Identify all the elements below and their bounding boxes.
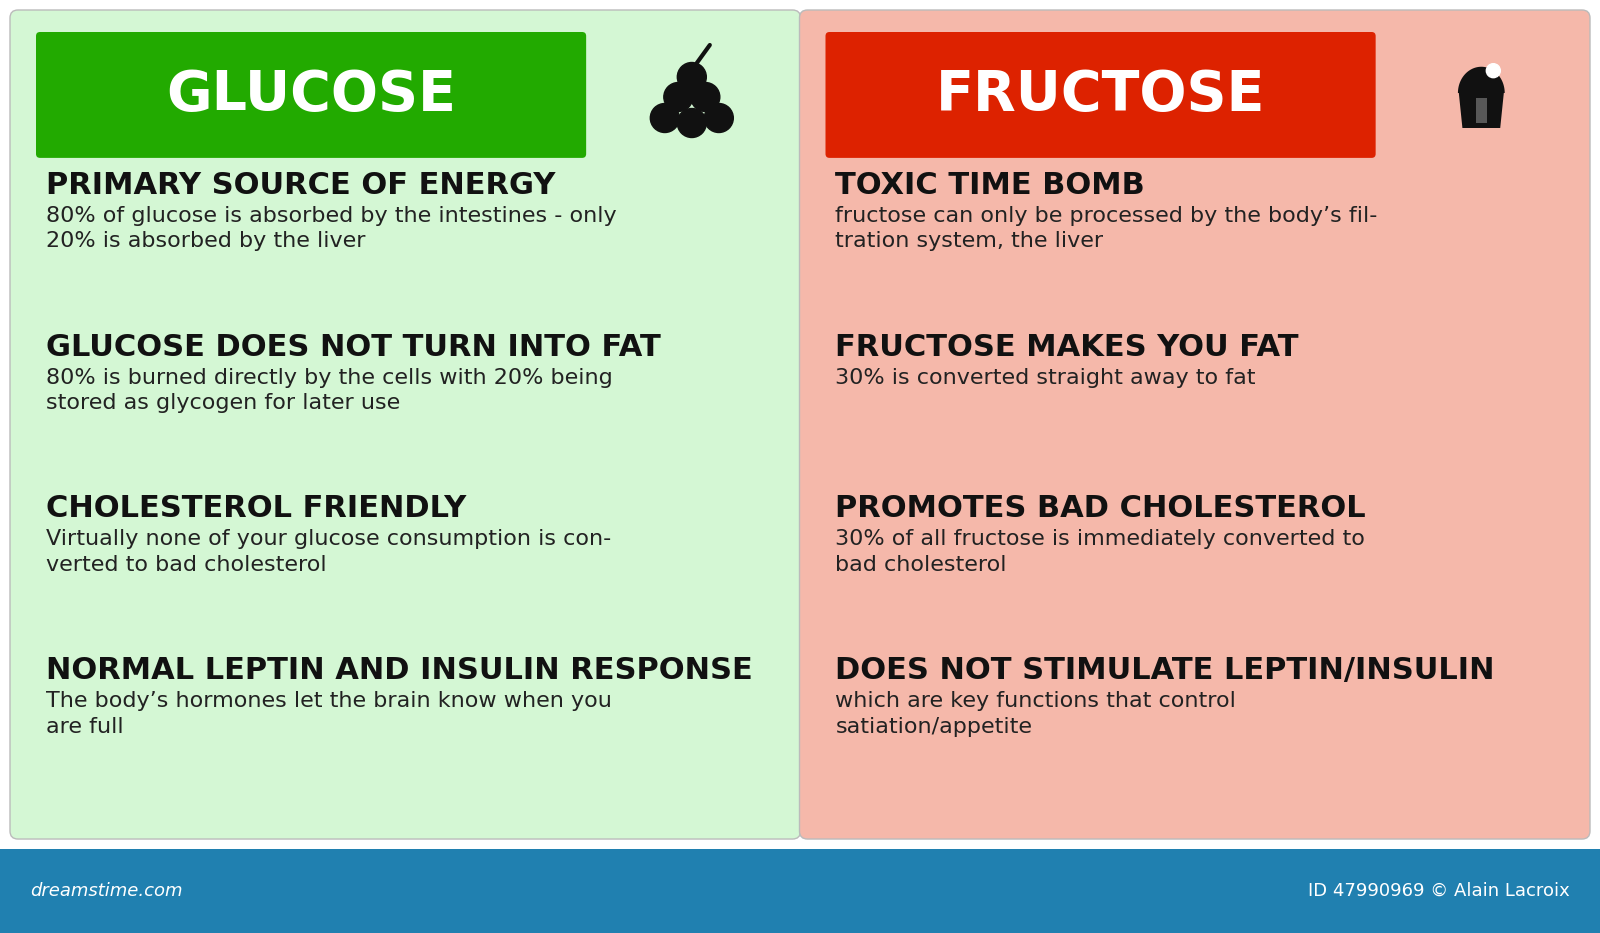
- Text: FRUCTOSE MAKES YOU FAT: FRUCTOSE MAKES YOU FAT: [835, 333, 1299, 362]
- Circle shape: [677, 108, 706, 137]
- Text: dreamstime.com: dreamstime.com: [30, 882, 182, 900]
- FancyBboxPatch shape: [37, 32, 586, 158]
- Text: 80% of glucose is absorbed by the intestines - only
20% is absorbed by the liver: 80% of glucose is absorbed by the intest…: [46, 206, 616, 252]
- FancyBboxPatch shape: [0, 849, 1600, 933]
- Text: 30% is converted straight away to fat: 30% is converted straight away to fat: [835, 368, 1256, 388]
- Text: TOXIC TIME BOMB: TOXIC TIME BOMB: [835, 171, 1146, 200]
- Text: PROMOTES BAD CHOLESTEROL: PROMOTES BAD CHOLESTEROL: [835, 494, 1366, 523]
- Text: Virtually none of your glucose consumption is con-
verted to bad cholesterol: Virtually none of your glucose consumpti…: [46, 529, 611, 575]
- Circle shape: [691, 82, 720, 112]
- FancyBboxPatch shape: [10, 10, 800, 839]
- Text: fructose can only be processed by the body’s fil-
tration system, the liver: fructose can only be processed by the bo…: [835, 206, 1378, 252]
- Text: 80% is burned directly by the cells with 20% being
stored as glycogen for later : 80% is burned directly by the cells with…: [46, 368, 613, 413]
- Polygon shape: [1459, 93, 1504, 128]
- Circle shape: [650, 104, 680, 132]
- FancyBboxPatch shape: [800, 10, 1590, 839]
- Text: PRIMARY SOURCE OF ENERGY: PRIMARY SOURCE OF ENERGY: [46, 171, 555, 200]
- FancyBboxPatch shape: [826, 32, 1376, 158]
- Text: 30% of all fructose is immediately converted to
bad cholesterol: 30% of all fructose is immediately conve…: [835, 529, 1365, 575]
- Circle shape: [677, 63, 706, 91]
- Polygon shape: [1458, 67, 1504, 93]
- FancyBboxPatch shape: [1475, 98, 1486, 123]
- Text: NORMAL LEPTIN AND INSULIN RESPONSE: NORMAL LEPTIN AND INSULIN RESPONSE: [46, 656, 752, 685]
- Circle shape: [1486, 63, 1501, 77]
- Text: FRUCTOSE: FRUCTOSE: [936, 68, 1266, 122]
- Text: ID 47990969 © Alain Lacroix: ID 47990969 © Alain Lacroix: [1309, 882, 1570, 900]
- Text: GLUCOSE DOES NOT TURN INTO FAT: GLUCOSE DOES NOT TURN INTO FAT: [46, 333, 661, 362]
- Text: The body’s hormones let the brain know when you
are full: The body’s hormones let the brain know w…: [46, 691, 611, 737]
- Text: GLUCOSE: GLUCOSE: [166, 68, 456, 122]
- Text: which are key functions that control
satiation/appetite: which are key functions that control sat…: [835, 691, 1237, 737]
- Circle shape: [664, 82, 693, 112]
- Text: DOES NOT STIMULATE LEPTIN/INSULIN: DOES NOT STIMULATE LEPTIN/INSULIN: [835, 656, 1494, 685]
- Circle shape: [704, 104, 733, 132]
- Text: CHOLESTEROL FRIENDLY: CHOLESTEROL FRIENDLY: [46, 494, 466, 523]
